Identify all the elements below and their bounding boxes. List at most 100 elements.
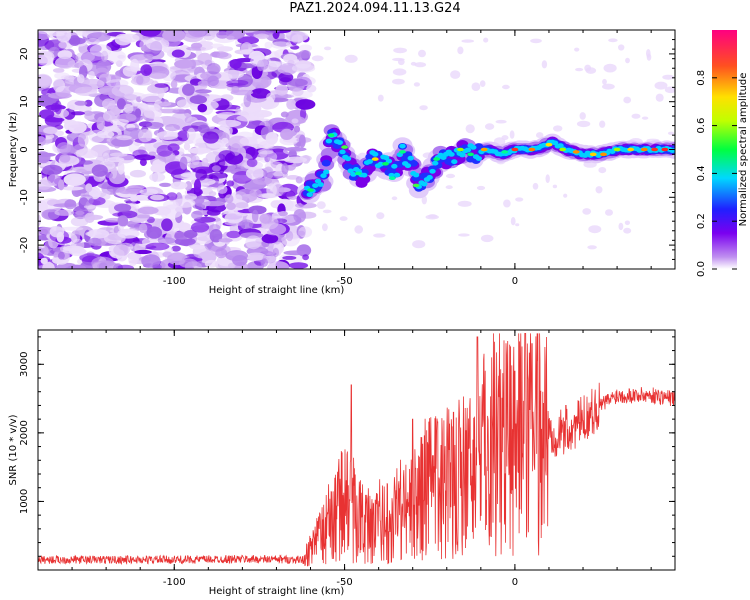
ridge-cell-4 xyxy=(421,181,428,187)
ridge-cell-4 xyxy=(391,163,398,169)
ridge-peak xyxy=(327,133,335,137)
ridge-cell-3 xyxy=(474,143,484,151)
faint-cell xyxy=(413,82,420,87)
noise-cell xyxy=(184,261,202,269)
ridge-peak xyxy=(511,147,519,152)
ridge-peak xyxy=(457,147,464,152)
noise-cell xyxy=(70,216,89,227)
noise-cell xyxy=(139,30,162,37)
noise-cell xyxy=(54,72,70,80)
noise-cell xyxy=(55,56,76,69)
faint-cell xyxy=(624,220,631,226)
noise-cell xyxy=(128,252,138,267)
ridge-cell-4 xyxy=(404,163,412,169)
faint-cell xyxy=(598,167,607,174)
noise-cell xyxy=(298,134,306,148)
noise-cell xyxy=(283,156,308,164)
noise-cell xyxy=(261,233,279,244)
snr-xtick-label: -50 xyxy=(336,577,352,588)
noise-cell xyxy=(174,232,188,241)
faint-cell xyxy=(655,93,664,102)
faint-cell xyxy=(322,209,332,214)
noise-cell xyxy=(179,156,188,170)
noise-cell xyxy=(292,87,304,97)
noise-cell xyxy=(208,191,217,197)
ridge-peak xyxy=(341,145,348,149)
faint-cell xyxy=(579,112,586,120)
noise-cell xyxy=(123,103,134,114)
noise-cell xyxy=(265,30,280,33)
noise-cell xyxy=(195,89,212,94)
faint-cell xyxy=(662,74,675,80)
noise-cell xyxy=(143,107,162,119)
noise-cell xyxy=(56,30,72,43)
noise-cell xyxy=(188,147,212,154)
noise-cell xyxy=(52,78,65,93)
ridge-peak xyxy=(572,150,580,154)
ridge-peak xyxy=(354,171,362,176)
noise-cell xyxy=(284,31,309,42)
figure-title: PAZ1.2024.094.11.13.G24 xyxy=(289,1,461,16)
heatmap-ytick-label: -10 xyxy=(19,189,30,205)
noise-cell xyxy=(255,33,269,40)
noise-cell xyxy=(79,160,94,165)
faint-cell xyxy=(563,193,568,198)
ridge-cell-4 xyxy=(377,161,384,167)
noise-cell xyxy=(190,244,206,250)
faint-cell xyxy=(664,86,675,94)
faint-cell xyxy=(410,61,417,66)
ridge-peak xyxy=(559,147,566,152)
ridge-cell-4 xyxy=(306,192,313,198)
faint-cell xyxy=(515,223,520,227)
noise-cell xyxy=(146,226,162,239)
noise-cell xyxy=(38,214,41,227)
noise-cell xyxy=(54,209,75,216)
faint-cell xyxy=(603,63,617,73)
noise-cell xyxy=(195,168,207,181)
noise-cell xyxy=(218,119,242,128)
noise-cell xyxy=(134,108,142,118)
faint-cell xyxy=(541,60,548,69)
ridge-peak xyxy=(600,152,607,157)
ridge-cell-4 xyxy=(432,160,439,166)
noise-cell xyxy=(202,131,219,144)
noise-cell xyxy=(145,37,170,51)
noise-cell xyxy=(88,129,105,143)
faint-cell xyxy=(585,67,597,74)
noise-cell xyxy=(53,203,77,208)
ridge-peak xyxy=(640,147,648,152)
noise-cell xyxy=(204,259,219,268)
noise-cell xyxy=(207,75,219,87)
noise-cell xyxy=(52,68,65,73)
snr-series-line xyxy=(38,332,675,567)
faint-cell xyxy=(483,37,489,43)
ridge-cell-4 xyxy=(464,147,472,153)
noise-cell xyxy=(249,189,262,197)
noise-cell xyxy=(190,221,210,233)
noise-cell xyxy=(156,144,173,157)
noise-cell xyxy=(136,75,144,85)
snr-xtick-label: -100 xyxy=(163,577,186,588)
noise-cell xyxy=(192,233,214,245)
heatmap-xtick-label: 0 xyxy=(512,276,518,287)
noise-cell xyxy=(107,50,127,64)
faint-cell xyxy=(667,131,675,135)
colorbar-label: Normalized spectral amplitude xyxy=(738,73,749,227)
noise-cell xyxy=(224,212,243,224)
faint-cell xyxy=(392,68,407,76)
noise-cell xyxy=(75,210,85,216)
heatmap-ytick-label: 10 xyxy=(19,95,30,108)
noise-cell xyxy=(283,250,307,256)
noise-cell xyxy=(88,71,96,79)
noise-cell xyxy=(224,194,234,204)
noise-cell xyxy=(61,186,84,191)
noise-cell xyxy=(136,214,151,219)
ridge-peak xyxy=(433,157,440,161)
ridge-peak xyxy=(651,147,658,152)
noise-cell xyxy=(148,151,157,156)
noise-cell xyxy=(38,151,51,164)
faint-cell xyxy=(575,67,584,72)
noise-cell xyxy=(298,44,313,52)
noise-cell xyxy=(113,244,130,256)
noise-cell xyxy=(70,111,85,116)
